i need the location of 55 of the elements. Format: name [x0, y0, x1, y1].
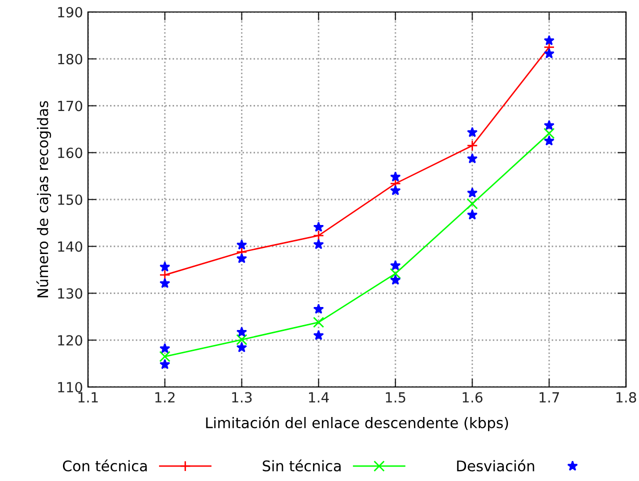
- y-tick-label: 150: [58, 194, 82, 205]
- point: [236, 342, 248, 352]
- point: [160, 358, 170, 370]
- point: [390, 268, 401, 280]
- point: [236, 334, 248, 346]
- x-tick-label: 1.5: [386, 392, 406, 403]
- point: [466, 198, 478, 210]
- point: [159, 350, 170, 362]
- point: [313, 316, 324, 328]
- point: [390, 260, 401, 270]
- point: [313, 304, 324, 314]
- point: [236, 326, 248, 337]
- point: [236, 253, 248, 264]
- point: [466, 209, 478, 220]
- y-tick-label: 110: [58, 382, 82, 392]
- y-axis-title: Número de cajas recogidas: [36, 101, 52, 298]
- point: [313, 330, 324, 340]
- point: [466, 153, 478, 164]
- point: [466, 140, 478, 152]
- point: [390, 274, 401, 285]
- point: [466, 126, 478, 138]
- x-tick-label: 1.7: [540, 392, 559, 402]
- point: [159, 269, 170, 281]
- x-tick-label: 1.4: [309, 392, 329, 402]
- x-tick-label: 1.1: [78, 392, 98, 402]
- y-tick-label: 180: [58, 54, 82, 64]
- point: [390, 171, 401, 182]
- legend-label: Con técnica: [62, 460, 147, 472]
- y-tick-label: 130: [58, 288, 82, 299]
- point: [544, 128, 555, 139]
- y-tick-label: 190: [58, 6, 82, 18]
- y-tick-label: 170: [58, 100, 82, 112]
- point: [390, 185, 401, 196]
- point: [544, 120, 554, 130]
- point: [544, 48, 554, 58]
- y-tick-label: 120: [58, 335, 82, 346]
- x-axis-title: Limitación del enlace descendente (kbps): [206, 416, 508, 432]
- point: [160, 343, 170, 354]
- legend-label: Desviación: [457, 460, 534, 472]
- point: [160, 261, 170, 272]
- point: [313, 222, 324, 232]
- legend-label: Sin técnica: [262, 460, 341, 472]
- point: [160, 278, 170, 288]
- y-tick-label: 140: [58, 241, 82, 252]
- point: [313, 238, 324, 250]
- point: [466, 187, 478, 198]
- x-tick-label: 1.8: [616, 392, 636, 403]
- y-tick-label: 160: [58, 148, 82, 158]
- point: [544, 35, 554, 46]
- x-tick-label: 1.6: [462, 392, 482, 403]
- x-tick-label: 1.3: [232, 392, 252, 403]
- x-tick-label: 1.2: [155, 392, 175, 402]
- point: [236, 239, 248, 250]
- point: [544, 135, 554, 146]
- point: [313, 230, 324, 242]
